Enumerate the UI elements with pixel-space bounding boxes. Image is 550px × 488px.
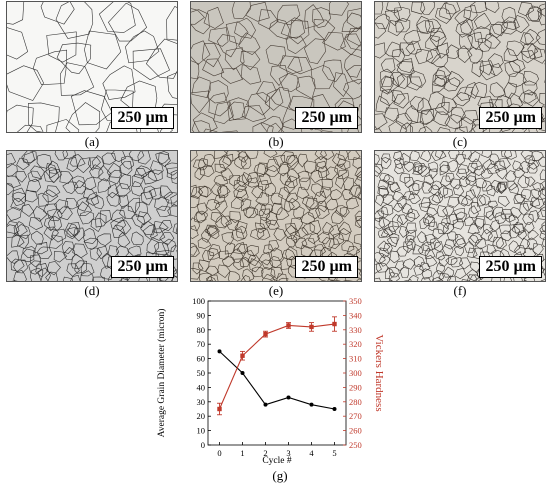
micrograph-texture — [191, 2, 361, 132]
right-tick-label: 270 — [349, 411, 362, 421]
micrograph-d: 250 µm — [6, 150, 178, 282]
right-tick-label: 310 — [349, 354, 362, 364]
left-tick-label: 40 — [197, 382, 206, 392]
scale-bar: 250 µm — [111, 256, 174, 278]
hardness-point — [332, 321, 337, 327]
left-tick-label: 90 — [197, 310, 206, 320]
right-tick-label: 280 — [349, 397, 362, 407]
grain-diameter-line — [219, 350, 335, 410]
chart-svg: 0102030405060708090100250260270280290300… — [156, 296, 385, 466]
grain-boundaries — [7, 151, 177, 281]
right-tick-label: 290 — [349, 382, 362, 392]
right-tick-label: 320 — [349, 339, 362, 349]
x-tick-label: 4 — [309, 448, 314, 458]
hardness-point — [309, 324, 314, 330]
right-axis-label: Vickers Hardness — [373, 334, 385, 411]
left-tick-label: 80 — [197, 325, 206, 335]
scale-bar: 250 µm — [295, 107, 358, 129]
grain-diameter-point — [240, 371, 245, 375]
caption-a: (a) — [84, 134, 100, 149]
micrograph-e: 250 µm — [190, 150, 362, 282]
hardness-point — [263, 331, 268, 337]
left-tick-label: 70 — [197, 339, 206, 349]
left-axis-label: Average Grain Diameter (micron) — [156, 309, 167, 438]
grain-boundaries — [375, 151, 545, 281]
micrograph-f: 250 µm — [374, 150, 546, 282]
left-tick-label: 0 — [201, 440, 205, 450]
left-tick-label: 30 — [197, 397, 206, 407]
left-tick-label: 20 — [197, 411, 206, 421]
scale-bar: 250 µm — [479, 256, 542, 278]
scale-bar: 250 µm — [479, 107, 542, 129]
caption-c: (c) — [452, 134, 468, 149]
micrograph-b: 250 µm — [190, 1, 362, 133]
right-tick-label: 350 — [349, 296, 362, 306]
left-tick-label: 100 — [192, 296, 205, 306]
right-tick-label: 340 — [349, 310, 362, 320]
grain-boundaries — [191, 2, 361, 132]
plot-frame — [207, 300, 347, 446]
caption-f: (f) — [453, 283, 467, 298]
grain-diameter-point — [309, 402, 314, 407]
caption-e: (e) — [268, 283, 284, 298]
scale-bar: 250 µm — [295, 256, 358, 278]
grain-diameter-point — [217, 349, 222, 354]
grain-diameter-point — [263, 402, 268, 407]
caption-g: (g) — [272, 468, 288, 483]
right-tick-label: 300 — [349, 368, 362, 378]
x-tick-label: 0 — [217, 448, 221, 458]
hardness-point — [240, 353, 245, 358]
micrograph-c: 250 µm — [374, 1, 546, 133]
right-tick-label: 260 — [349, 426, 362, 436]
x-tick-label: 3 — [286, 448, 290, 458]
micrograph-texture — [7, 2, 177, 132]
x-tick-label: 5 — [332, 448, 336, 458]
x-axis-label: Cycle # — [262, 456, 292, 465]
x-tick-label: 1 — [240, 448, 244, 458]
micrograph-a: 250 µm — [6, 1, 178, 133]
left-tick-label: 50 — [197, 368, 206, 378]
hardness-point — [217, 406, 222, 412]
scale-bar: 250 µm — [111, 107, 174, 129]
x-tick-label: 2 — [263, 448, 267, 458]
left-tick-label: 10 — [197, 426, 206, 436]
grain-diameter-point — [286, 395, 291, 400]
left-tick-label: 60 — [197, 354, 206, 364]
caption-b: (b) — [268, 134, 284, 149]
right-tick-label: 250 — [349, 440, 362, 450]
right-tick-label: 330 — [349, 325, 362, 335]
hardness-point — [286, 323, 291, 328]
hardness-line — [218, 323, 335, 410]
caption-d: (d) — [84, 283, 100, 298]
grain-hardness-chart: 0 10 20 30 40 50 60 70 80 90 100 250 260 270 280 290 300… — [150, 293, 410, 466]
grain-diameter-point — [332, 407, 337, 411]
